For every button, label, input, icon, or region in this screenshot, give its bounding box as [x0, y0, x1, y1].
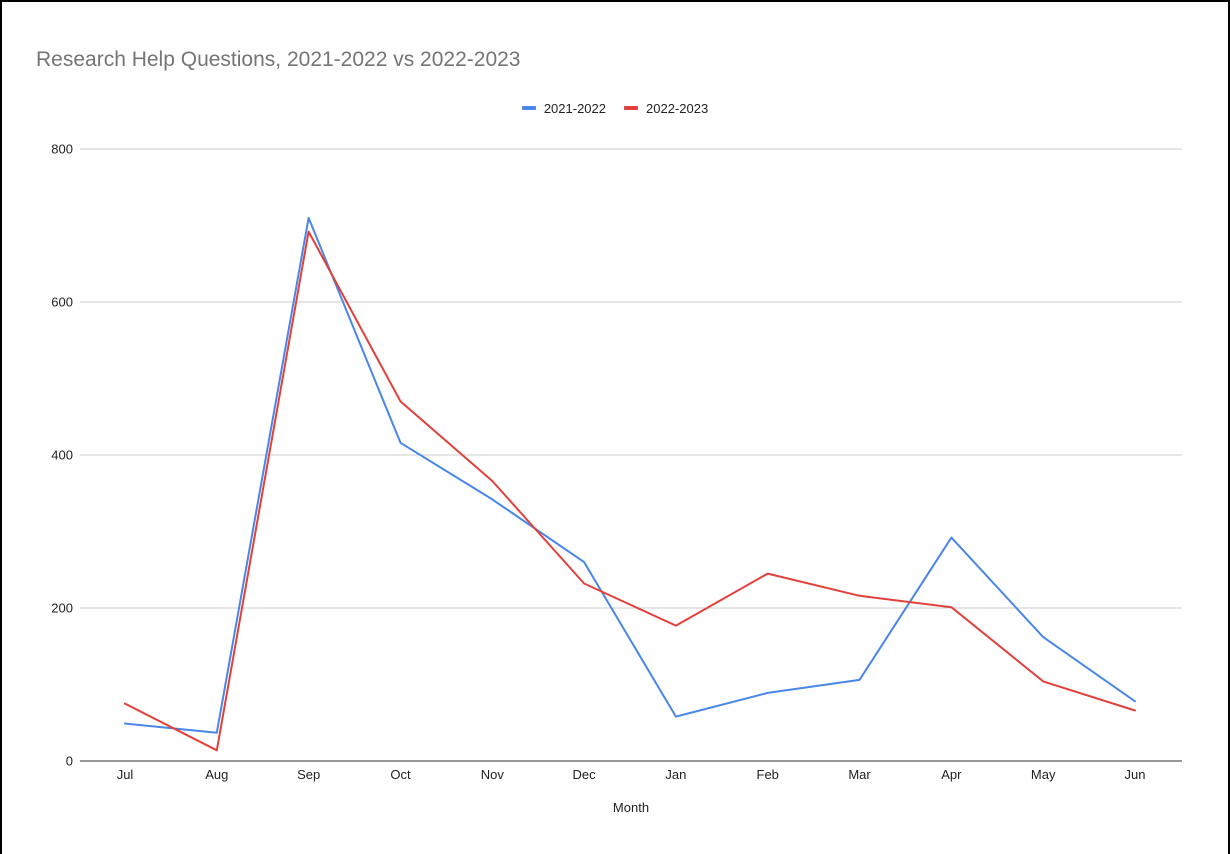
legend-swatch-series-1 — [521, 106, 536, 110]
series-2-point-oct — [398, 399, 402, 403]
x-tick-label-feb: Feb — [757, 767, 779, 782]
series-1-point-dec — [582, 560, 586, 564]
series-2-point-nov — [490, 479, 494, 483]
tick-labels: 0 200 400 600 800 Jul Aug Sep Oct Nov Dec Jan Feb Mar… — [51, 142, 1145, 783]
series-2-point-may — [1041, 679, 1045, 683]
series-line-2 — [124, 230, 1136, 752]
series-line-1 — [124, 216, 1136, 734]
series-2-point-mar — [858, 594, 862, 598]
series-1-point-nov — [490, 497, 494, 501]
x-axis-title: Month — [613, 800, 649, 815]
series-1-point-may — [1041, 635, 1045, 639]
x-tick-label-mar: Mar — [848, 767, 871, 782]
series-2-point-jul — [123, 702, 127, 706]
chart-title: Research Help Questions, 2021-2022 vs 20… — [36, 48, 521, 71]
legend-item-series-1: 2021-2022 — [521, 100, 606, 116]
y-tick-label-800: 800 — [51, 142, 73, 157]
series-1-point-jul — [123, 722, 127, 726]
series-2-point-dec — [582, 582, 586, 586]
series-1-point-sep — [307, 216, 311, 220]
series-1-point-feb — [766, 691, 770, 695]
y-tick-label-600: 600 — [51, 295, 73, 310]
series-1-point-jan — [674, 715, 678, 719]
series-2-point-sep — [307, 230, 311, 234]
x-tick-label-jul: Jul — [117, 767, 134, 782]
x-tick-label-jun: Jun — [1125, 767, 1146, 782]
series-2-point-aug — [215, 748, 219, 752]
series-2-point-apr — [949, 605, 953, 609]
y-tick-label-400: 400 — [51, 448, 73, 463]
x-tick-label-jan: Jan — [665, 767, 686, 782]
series-1-point-oct — [398, 441, 402, 445]
x-tick-label-sep: Sep — [297, 767, 320, 782]
x-tick-label-oct: Oct — [390, 767, 411, 782]
series-2-point-jan — [674, 624, 678, 628]
x-tick-label-nov: Nov — [481, 767, 505, 782]
series-1-point-apr — [949, 536, 953, 540]
chart-legend: 2021-2022 2022-2023 — [0, 99, 1230, 117]
series-lines — [123, 216, 1137, 752]
legend-swatch-series-2 — [624, 106, 638, 110]
y-tick-label-0: 0 — [66, 754, 73, 769]
x-tick-label-may: May — [1031, 767, 1056, 782]
series-1-point-aug — [215, 731, 219, 735]
series-1-point-jun — [1133, 699, 1137, 703]
gridlines — [80, 148, 1182, 609]
series-1-point-mar — [858, 678, 862, 682]
legend-item-series-2: 2022-2023 — [624, 101, 708, 116]
y-tick-label-200: 200 — [51, 601, 73, 616]
x-tick-label-apr: Apr — [941, 767, 962, 782]
series-2-point-jun — [1133, 709, 1137, 713]
legend-label-series-2: 2022-2023 — [646, 100, 709, 116]
legend-label-series-1: 2021-2022 — [543, 100, 606, 116]
series-2-point-feb — [766, 572, 770, 576]
x-tick-label-dec: Dec — [573, 767, 597, 782]
x-tick-label-aug: Aug — [205, 767, 228, 782]
